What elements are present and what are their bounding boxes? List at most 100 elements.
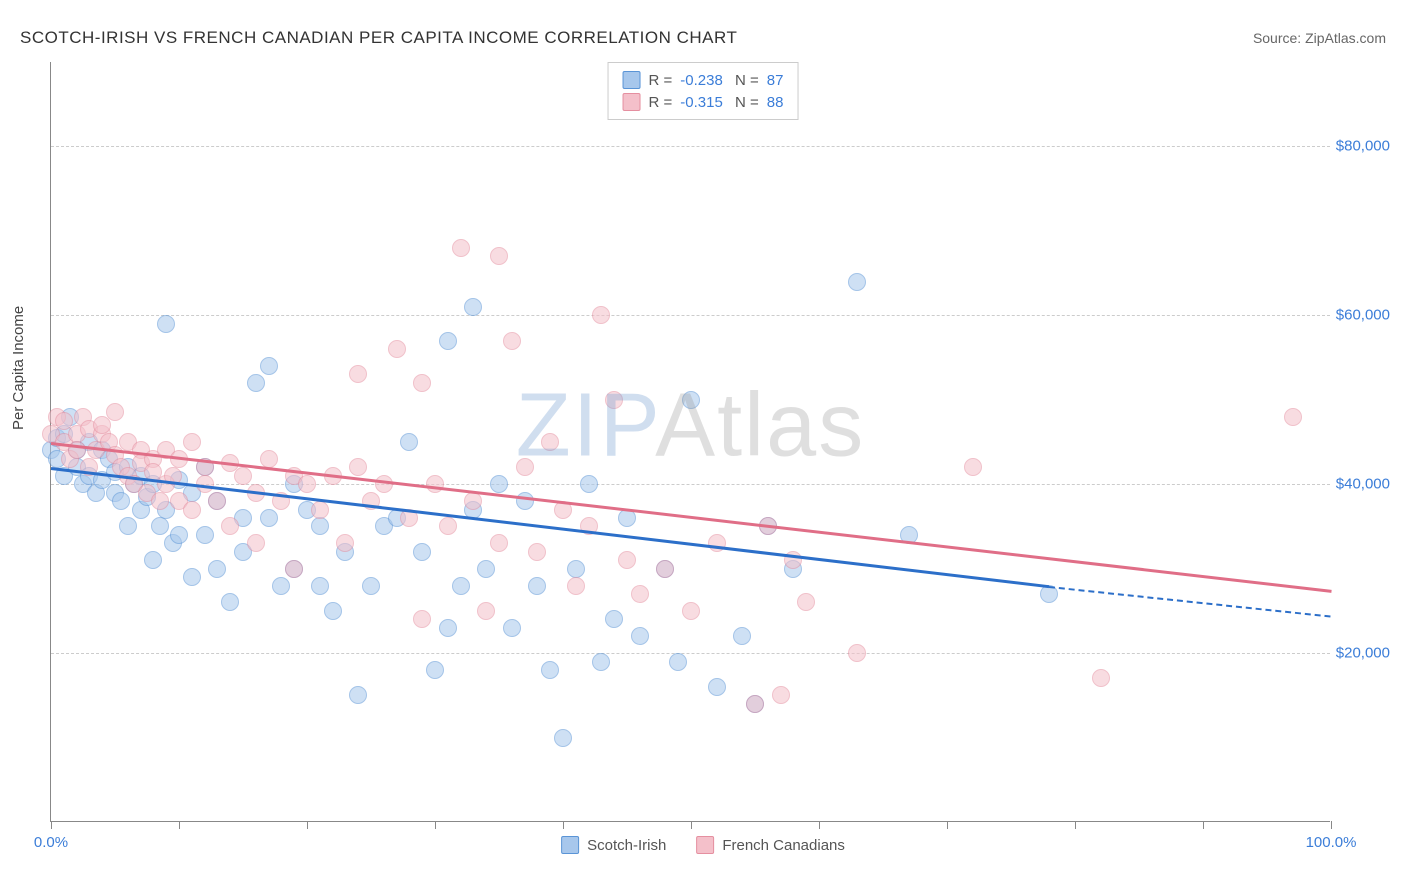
- data-point: [477, 602, 495, 620]
- x-tick: [563, 821, 564, 829]
- data-point: [669, 653, 687, 671]
- data-point: [1092, 669, 1110, 687]
- data-point: [311, 501, 329, 519]
- data-point: [1284, 408, 1302, 426]
- data-point: [528, 543, 546, 561]
- swatch-scotch-irish: [561, 836, 579, 854]
- x-tick: [179, 821, 180, 829]
- data-point: [311, 517, 329, 535]
- grid-line: [51, 315, 1330, 316]
- data-point: [567, 577, 585, 595]
- swatch-scotch-irish: [623, 71, 641, 89]
- data-point: [490, 247, 508, 265]
- data-point: [631, 585, 649, 603]
- data-point: [349, 686, 367, 704]
- data-point: [151, 492, 169, 510]
- data-point: [183, 433, 201, 451]
- data-point: [208, 492, 226, 510]
- data-point: [260, 450, 278, 468]
- data-point: [112, 492, 130, 510]
- data-point: [234, 467, 252, 485]
- data-point: [362, 577, 380, 595]
- y-tick-label: $40,000: [1335, 476, 1390, 493]
- data-point: [388, 340, 406, 358]
- x-tick: [819, 821, 820, 829]
- legend-row-scotch-irish: R =-0.238 N =87: [623, 69, 784, 91]
- data-point: [567, 560, 585, 578]
- x-tick: [51, 821, 52, 829]
- data-point: [349, 458, 367, 476]
- data-point: [221, 593, 239, 611]
- data-point: [144, 551, 162, 569]
- data-point: [477, 560, 495, 578]
- data-point: [272, 577, 290, 595]
- data-point: [464, 298, 482, 316]
- data-point: [682, 602, 700, 620]
- data-point: [503, 619, 521, 637]
- data-point: [541, 433, 559, 451]
- swatch-french-canadian: [696, 836, 714, 854]
- x-tick: [1331, 821, 1332, 829]
- swatch-french-canadian: [623, 93, 641, 111]
- data-point: [503, 332, 521, 350]
- data-point: [592, 306, 610, 324]
- data-point: [516, 492, 534, 510]
- data-point: [605, 610, 623, 628]
- data-point: [298, 475, 316, 493]
- legend-item-scotch-irish: Scotch-Irish: [561, 836, 666, 854]
- data-point: [349, 365, 367, 383]
- data-point: [413, 374, 431, 392]
- data-point: [439, 332, 457, 350]
- legend-item-french-canadian: French Canadians: [696, 836, 845, 854]
- data-point: [848, 273, 866, 291]
- data-point: [464, 492, 482, 510]
- x-tick: [691, 821, 692, 829]
- data-point: [413, 543, 431, 561]
- correlation-legend: R =-0.238 N =87 R =-0.315 N =88: [608, 62, 799, 120]
- grid-line: [51, 653, 1330, 654]
- data-point: [260, 357, 278, 375]
- grid-line: [51, 146, 1330, 147]
- data-point: [119, 517, 137, 535]
- data-point: [439, 619, 457, 637]
- data-point: [490, 475, 508, 493]
- data-point: [554, 729, 572, 747]
- data-point: [247, 534, 265, 552]
- series-legend: Scotch-Irish French Canadians: [561, 836, 845, 854]
- data-point: [772, 686, 790, 704]
- data-point: [848, 644, 866, 662]
- data-point: [285, 560, 303, 578]
- data-point: [413, 610, 431, 628]
- data-point: [964, 458, 982, 476]
- data-point: [733, 627, 751, 645]
- data-point: [516, 458, 534, 476]
- data-point: [580, 475, 598, 493]
- x-tick-label: 0.0%: [34, 834, 68, 851]
- y-tick-label: $20,000: [1335, 645, 1390, 662]
- data-point: [618, 551, 636, 569]
- chart-title: SCOTCH-IRISH VS FRENCH CANADIAN PER CAPI…: [20, 28, 737, 48]
- data-point: [708, 678, 726, 696]
- data-point: [452, 239, 470, 257]
- data-point: [797, 593, 815, 611]
- x-tick: [947, 821, 948, 829]
- data-point: [260, 509, 278, 527]
- x-tick: [435, 821, 436, 829]
- y-axis-label: Per Capita Income: [10, 306, 27, 430]
- data-point: [311, 577, 329, 595]
- data-point: [605, 391, 623, 409]
- data-point: [196, 526, 214, 544]
- data-point: [221, 517, 239, 535]
- data-point: [336, 534, 354, 552]
- y-tick-label: $60,000: [1335, 307, 1390, 324]
- data-point: [746, 695, 764, 713]
- data-point: [592, 653, 610, 671]
- x-tick: [1203, 821, 1204, 829]
- data-point: [183, 568, 201, 586]
- x-tick: [307, 821, 308, 829]
- legend-row-french-canadian: R =-0.315 N =88: [623, 91, 784, 113]
- data-point: [682, 391, 700, 409]
- data-point: [208, 560, 226, 578]
- data-point: [400, 433, 418, 451]
- data-point: [452, 577, 470, 595]
